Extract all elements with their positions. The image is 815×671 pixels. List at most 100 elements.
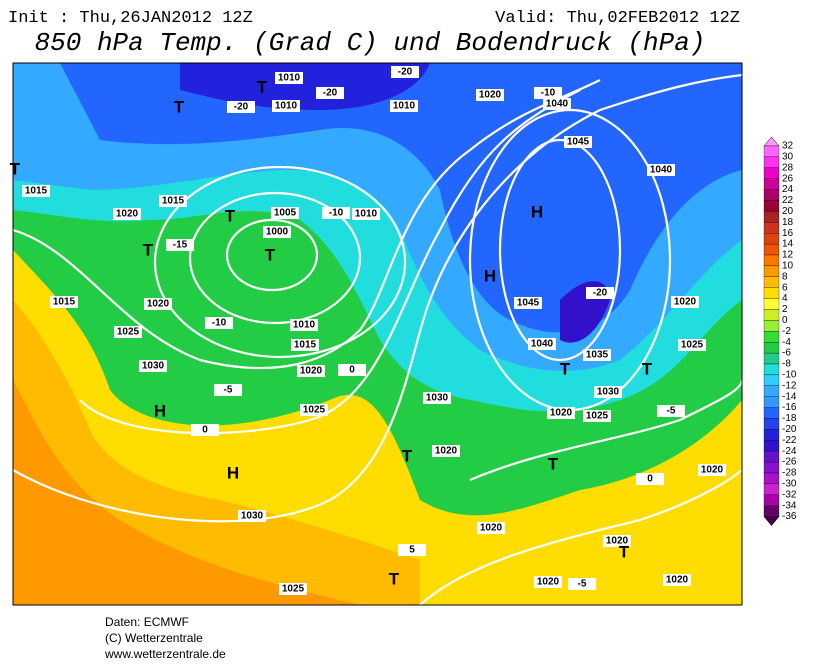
- map-label: -10: [329, 208, 344, 219]
- pressure-center: T: [257, 77, 268, 96]
- pressure-center: T: [143, 240, 154, 259]
- legend-level: -10: [782, 370, 797, 381]
- label-box: [678, 339, 706, 351]
- map-label: -20: [234, 102, 249, 113]
- legend-cap: [763, 516, 780, 526]
- label-box: [191, 424, 219, 436]
- map-label: 1030: [241, 511, 264, 522]
- map-label: 0: [202, 425, 208, 436]
- map-label: -5: [224, 385, 233, 396]
- isobar: [153, 165, 407, 359]
- label-box: [568, 578, 596, 590]
- label-box: [114, 326, 142, 338]
- label-box: [166, 239, 194, 251]
- label-box: [603, 535, 631, 547]
- label-box: [657, 405, 685, 417]
- label-box: [514, 297, 542, 309]
- isobar: [13, 79, 601, 370]
- label-box: [205, 317, 233, 329]
- map-label: -20: [593, 288, 608, 299]
- legend-swatch: [763, 407, 780, 419]
- legend-swatch: [763, 494, 780, 506]
- legend-level: -20: [782, 424, 797, 435]
- legend-level: -4: [782, 337, 791, 348]
- map-label: 5: [409, 545, 415, 556]
- legend-swatch: [763, 505, 780, 517]
- map-label: 1040: [546, 99, 569, 110]
- label-box: [564, 136, 592, 148]
- legend-swatch: [763, 265, 780, 277]
- legend-level: -2: [782, 326, 791, 337]
- map-label: 1025: [586, 411, 609, 422]
- label-box: [159, 195, 187, 207]
- map-label: 1035: [586, 350, 609, 361]
- legend-swatch: [763, 145, 780, 158]
- pressure-center: T: [642, 359, 653, 378]
- legend-level: 2: [782, 304, 788, 315]
- label-box: [338, 364, 366, 376]
- label-box: [398, 544, 426, 556]
- legend-level: 22: [782, 195, 794, 206]
- label-box: [272, 100, 300, 112]
- footer-line: (C) Wetterzentrale: [105, 631, 203, 645]
- map-label: 1015: [53, 297, 76, 308]
- map-label: -10: [541, 88, 556, 99]
- map-label: -5: [578, 579, 587, 590]
- label-box: [583, 410, 611, 422]
- legend-level: 16: [782, 228, 794, 239]
- pressure-center: T: [265, 245, 276, 264]
- label-box: [432, 445, 460, 457]
- label-box: [476, 89, 504, 101]
- legend-level: -32: [782, 489, 797, 500]
- legend-swatch: [763, 342, 780, 354]
- legend-level: 26: [782, 173, 794, 184]
- label-box: [547, 407, 575, 419]
- pressure-center: T: [389, 569, 400, 588]
- map-label: 0: [647, 474, 653, 485]
- legend-swatch: [763, 418, 780, 430]
- legend-swatch: [763, 385, 780, 397]
- label-box: [227, 101, 255, 113]
- map-label: 1020: [701, 465, 724, 476]
- label-box: [543, 98, 571, 110]
- map-label: 1020: [537, 577, 560, 588]
- label-box: [290, 319, 318, 331]
- label-box: [534, 87, 562, 99]
- map-label: 1020: [147, 299, 170, 310]
- map-label: 1030: [142, 361, 165, 372]
- map-label: -20: [398, 67, 413, 78]
- pressure-center: H: [484, 266, 496, 285]
- pressure-center: T: [10, 159, 21, 178]
- label-box: [477, 522, 505, 534]
- legend-swatch: [763, 189, 780, 201]
- legend-swatch: [763, 331, 780, 343]
- map-label: 1030: [426, 393, 449, 404]
- label-box: [390, 100, 418, 112]
- map-label: 1020: [479, 90, 502, 101]
- label-box: [594, 386, 622, 398]
- label-box: [322, 207, 350, 219]
- legend-level: 4: [782, 293, 788, 304]
- label-box: [263, 226, 291, 238]
- map-label: 1025: [681, 340, 704, 351]
- map-label: 1020: [606, 536, 629, 547]
- legend-level: 18: [782, 217, 794, 228]
- label-box: [698, 464, 726, 476]
- pressure-center: T: [548, 454, 559, 473]
- label-box: [586, 287, 614, 299]
- label-box: [300, 404, 328, 416]
- map-label: 1030: [597, 387, 620, 398]
- legend-swatch: [763, 472, 780, 485]
- map-label: 1020: [116, 209, 139, 220]
- legend-level: -16: [782, 402, 797, 413]
- pressure-center: T: [174, 97, 185, 116]
- legend-swatch: [763, 429, 780, 441]
- map-label: 1020: [435, 446, 458, 457]
- label-box: [275, 72, 303, 84]
- label-box: [663, 574, 691, 586]
- map-label: 1020: [674, 297, 697, 308]
- footer-line: www.wetterzentrale.de: [104, 647, 226, 661]
- legend-swatch: [763, 451, 780, 463]
- map-label: 0: [349, 365, 355, 376]
